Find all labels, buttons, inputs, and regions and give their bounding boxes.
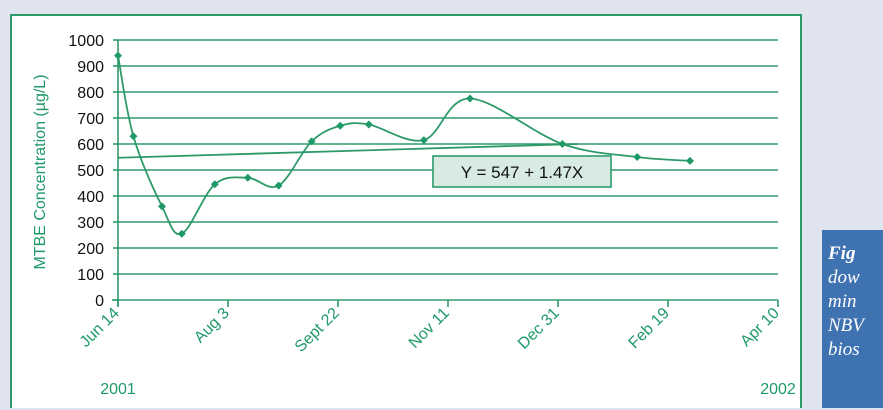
data-point [364, 120, 373, 129]
y-tick-label: 800 [77, 85, 104, 102]
figure-caption-box: Fig dow min NBV bios [822, 230, 883, 408]
year-label: 2001 [100, 381, 136, 398]
y-tick-label: 600 [77, 137, 104, 154]
y-tick-label: 100 [77, 267, 104, 284]
caption-line: dow [828, 267, 860, 288]
trendline-group [117, 143, 578, 159]
data-point [243, 173, 252, 182]
y-axis-title: MTBE Concentration (µg/L) [32, 74, 49, 269]
data-point [274, 181, 283, 190]
data-point [419, 136, 428, 145]
data-point [633, 153, 642, 161]
x-tick-label: Apr 10 [737, 305, 782, 350]
data-point [336, 121, 345, 130]
data-point [114, 51, 122, 60]
equation-box [432, 155, 612, 188]
x-tick-label: Dec 31 [515, 305, 563, 353]
caption-line: bios [828, 339, 860, 360]
year-label: 2002 [760, 381, 796, 398]
caption-line: NBV [828, 315, 864, 336]
x-tick-label: Aug 3 [191, 305, 233, 347]
data-point [177, 229, 186, 238]
x-tick-label: Jun 14 [77, 305, 123, 351]
series-line [117, 55, 691, 236]
caption-line: Fig [828, 243, 856, 264]
y-tick-label: 400 [77, 189, 104, 206]
data-point [210, 180, 219, 189]
data-point [307, 137, 316, 146]
y-tick-label: 700 [77, 111, 104, 128]
series-line-group [114, 51, 694, 238]
mtbe-line-chart: 0 100 200 300 400 500 600 700 800 900 1000 Jun 14 Au… [32, 33, 796, 398]
y-tick-label: 1000 [68, 33, 104, 50]
y-tick-label: 0 [95, 293, 104, 310]
y-tick-label: 200 [77, 241, 104, 258]
x-tick-label: Nov 11 [406, 305, 453, 352]
axes [112, 39, 779, 307]
y-tick-label: 500 [77, 163, 104, 180]
trendline [117, 143, 578, 159]
x-tick-label: Sept 22 [292, 305, 343, 356]
labels: 0 100 200 300 400 500 600 700 800 900 1000 Jun 14 Au… [32, 33, 796, 398]
chart-panel: 0 100 200 300 400 500 600 700 800 900 1000 Jun 14 Au… [10, 14, 802, 408]
y-tick-label: 300 [77, 215, 104, 232]
data-point [686, 156, 694, 165]
data-point [558, 140, 567, 148]
data-point [466, 94, 474, 103]
equation-label: Y = 547 + 1.47X [461, 163, 584, 182]
caption-line: min [828, 291, 857, 312]
data-point [129, 132, 138, 141]
y-tick-label: 900 [77, 59, 104, 76]
data-point [158, 202, 166, 211]
x-tick-label: Feb 19 [626, 305, 673, 352]
